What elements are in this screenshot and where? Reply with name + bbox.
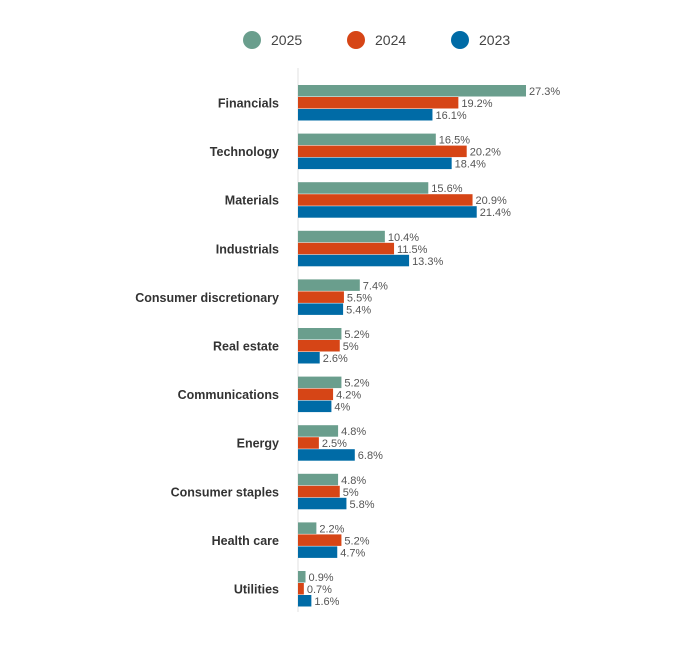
bar-2025 (298, 85, 526, 97)
data-label: 4.7% (340, 547, 365, 559)
bar-2024 (298, 534, 342, 546)
category-label: Energy (237, 437, 279, 451)
legend-label-2023: 2023 (479, 32, 510, 48)
data-label: 5.2% (344, 535, 369, 547)
data-label: 7.4% (363, 280, 388, 292)
data-label: 5% (343, 487, 359, 499)
data-label: 5.5% (347, 292, 372, 304)
bar-2024 (298, 583, 304, 595)
bar-2024 (298, 242, 395, 255)
category-label: Health care (212, 534, 279, 548)
bar-2023 (298, 303, 344, 315)
bar-2025 (298, 133, 436, 146)
bar-2023 (298, 157, 452, 170)
data-label: 4.8% (341, 426, 366, 438)
data-label: 5.4% (346, 304, 371, 316)
data-label: 16.5% (439, 135, 470, 147)
bar-2025 (298, 328, 342, 340)
bar-2023 (298, 400, 332, 413)
bar-2024 (298, 437, 319, 449)
data-label: 11.5% (397, 244, 428, 256)
bar-2025 (298, 182, 429, 194)
data-label: 5.2% (344, 378, 369, 390)
bar-2024 (298, 194, 473, 206)
bar-2025 (298, 376, 342, 389)
category-label: Consumer staples (171, 485, 279, 499)
category-label: Consumer discretionary (135, 291, 279, 305)
data-label: 6.8% (358, 450, 383, 462)
category-label: Materials (225, 194, 279, 208)
category-label: Technology (210, 145, 279, 159)
category-label: Financials (218, 97, 279, 111)
bar-2024 (298, 97, 459, 109)
legend-swatch-2023 (451, 31, 469, 49)
bar-2025 (298, 425, 339, 437)
bar-2023 (298, 497, 347, 510)
data-label: 20.2% (470, 147, 501, 159)
data-label: 5.8% (349, 499, 374, 511)
data-label: 18.4% (455, 159, 486, 171)
data-label: 4.2% (336, 390, 361, 402)
bar-2025 (298, 279, 360, 291)
data-label: 0.7% (307, 584, 332, 596)
data-label: 2.2% (319, 523, 344, 535)
bar-2023 (298, 109, 433, 121)
bar-2024 (298, 340, 340, 352)
data-label: 10.4% (388, 232, 419, 244)
data-label: 27.3% (529, 86, 560, 98)
bar-2023 (298, 206, 477, 218)
bar-2025 (298, 571, 306, 583)
category-label: Industrials (216, 242, 279, 256)
data-label: 2.5% (322, 438, 347, 450)
category-label: Communications (178, 388, 279, 402)
data-label: 16.1% (435, 110, 466, 122)
category-label: Utilities (234, 583, 279, 597)
data-label: 4% (334, 402, 350, 414)
data-label: 0.9% (309, 572, 334, 584)
category-label: Real estate (213, 340, 279, 354)
bar-2023 (298, 595, 312, 607)
legend-swatch-2025 (243, 31, 261, 49)
bar-2023 (298, 546, 338, 558)
data-label: 5% (343, 341, 359, 353)
data-label: 2.6% (323, 353, 348, 365)
data-label: 21.4% (480, 207, 511, 219)
legend-swatch-2024 (347, 31, 365, 49)
bar-2024 (298, 388, 334, 401)
bar-2025 (298, 230, 385, 243)
data-label: 1.6% (314, 596, 339, 608)
bar-2023 (298, 449, 355, 461)
bar-2023 (298, 254, 410, 267)
legend-label-2024: 2024 (375, 32, 406, 48)
data-label: 13.3% (412, 256, 443, 268)
data-label: 5.2% (344, 329, 369, 341)
data-label: 15.6% (431, 183, 462, 195)
bar-2025 (298, 473, 339, 486)
data-label: 20.9% (476, 195, 507, 207)
bar-2025 (298, 522, 317, 534)
data-label: 19.2% (461, 98, 492, 110)
bar-2023 (298, 352, 320, 364)
bar-2024 (298, 291, 344, 303)
data-label: 4.8% (341, 475, 366, 487)
bar-2024 (298, 145, 467, 158)
bar-2024 (298, 485, 340, 498)
legend-label-2025: 2025 (271, 32, 302, 48)
